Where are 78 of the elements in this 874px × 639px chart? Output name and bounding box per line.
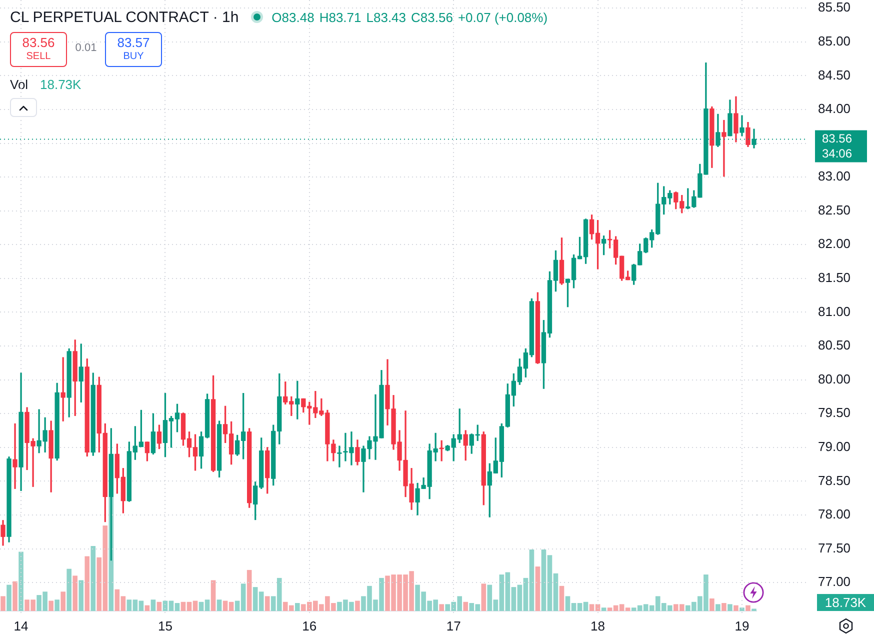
annotation: 0.01 xyxy=(74,42,98,54)
annotation: L83.43 xyxy=(366,10,406,24)
annotation: H83.71 xyxy=(319,10,362,24)
bar xyxy=(740,608,744,611)
bar xyxy=(728,604,732,611)
bar xyxy=(439,604,444,611)
annotation: 83.56 xyxy=(22,35,55,52)
annotation: C83.56 xyxy=(411,10,453,24)
bar xyxy=(746,605,750,611)
candlestick xyxy=(12,423,18,489)
bar xyxy=(264,596,270,611)
ref-line-label: 83.56 xyxy=(822,132,852,146)
annotation: O83.48 xyxy=(272,10,314,24)
bar xyxy=(156,602,162,611)
bar xyxy=(601,608,606,611)
y-tick-label: 82.00 xyxy=(818,236,851,252)
bar xyxy=(722,603,726,611)
bar xyxy=(710,598,714,611)
annotation: SELL xyxy=(26,51,51,63)
y-tick-label: 80.50 xyxy=(818,338,851,353)
y-tick-label: 80.00 xyxy=(818,371,851,386)
y-tick-label: 85.50 xyxy=(818,0,851,15)
bar xyxy=(18,552,24,611)
text: 34:06 xyxy=(822,146,852,161)
text: CL PERPETUAL CONTRACT · 1h xyxy=(10,8,239,26)
annotation: +0.07 (+0.08%) xyxy=(458,10,548,24)
bar xyxy=(12,581,18,611)
y-tick-label: 79.00 xyxy=(818,438,851,454)
bar xyxy=(78,580,84,611)
bar xyxy=(210,580,216,611)
bar xyxy=(559,586,564,611)
bar xyxy=(355,600,360,611)
y-tick-label: 77.00 xyxy=(818,574,851,590)
x-tick-label: 14 xyxy=(14,618,28,634)
text: 18.73K xyxy=(817,594,874,611)
bar xyxy=(246,570,252,611)
bar xyxy=(481,584,486,611)
buy-button: 83.57 BUY xyxy=(105,32,162,67)
annotation: 18.73K xyxy=(40,77,82,92)
candlestick xyxy=(722,120,726,177)
chart-title: Vol xyxy=(10,77,28,92)
bar xyxy=(716,604,720,611)
bar xyxy=(72,576,78,611)
x-tick-label: 19 xyxy=(734,618,750,634)
annotation: BUY xyxy=(123,51,144,63)
x-tick-label: 18 xyxy=(590,618,606,634)
x-tick-label: 16 xyxy=(302,618,317,634)
bar xyxy=(463,602,468,611)
y-tick-label: 84.00 xyxy=(818,101,851,116)
y-tick-label: 85.00 xyxy=(818,33,851,48)
bar xyxy=(144,605,150,611)
bar xyxy=(294,603,300,611)
candlestick xyxy=(337,446,342,468)
y-tick-label: 78.00 xyxy=(818,506,851,522)
bar xyxy=(216,600,222,611)
annotation: 83.57 xyxy=(117,35,150,52)
bar xyxy=(48,600,54,611)
y-tick-label: 84.50 xyxy=(818,67,851,82)
bar xyxy=(150,600,156,611)
y-tick-label: 79.50 xyxy=(818,405,851,420)
y-tick-label: 77.50 xyxy=(818,540,851,556)
bar xyxy=(6,584,12,611)
bar xyxy=(54,600,60,611)
y-tick-label: 81.00 xyxy=(818,304,851,319)
bar xyxy=(734,605,738,611)
sell-button: 83.56 SELL xyxy=(10,32,67,67)
bar xyxy=(66,568,72,611)
x-tick-label: 15 xyxy=(158,618,172,634)
y-tick-label: 82.50 xyxy=(818,202,851,218)
y-tick-label: 78.50 xyxy=(818,472,851,488)
bar xyxy=(0,596,6,611)
y-tick-label: 83.00 xyxy=(818,168,851,184)
x-tick-label: 17 xyxy=(446,618,461,634)
bar xyxy=(90,546,96,611)
bar xyxy=(535,566,540,611)
bar xyxy=(84,556,90,611)
y-tick-label: 81.50 xyxy=(818,270,851,286)
bar xyxy=(60,592,66,611)
